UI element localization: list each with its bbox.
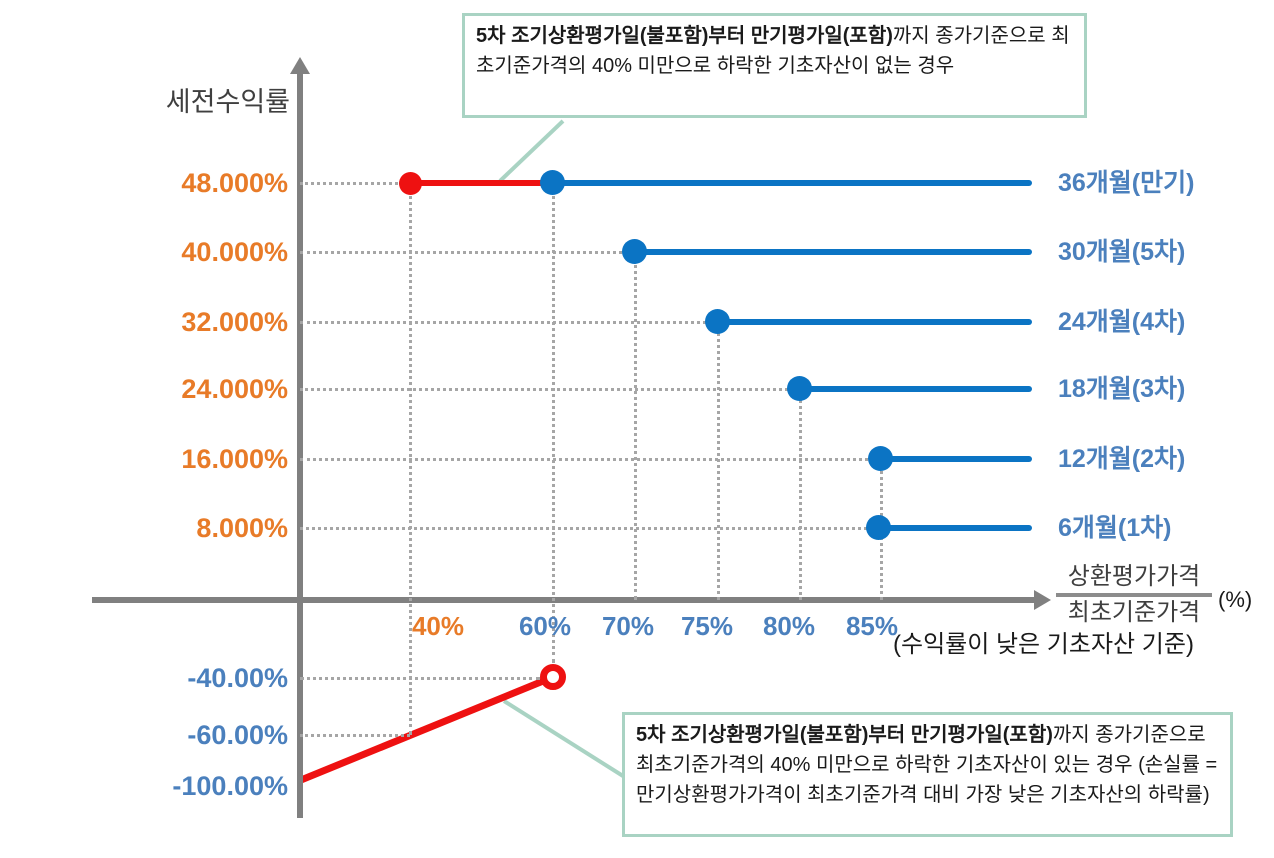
payoff-line-2nd: [881, 456, 1032, 462]
gridline-v-40pct: [409, 183, 412, 735]
gridline-h-8: [300, 527, 879, 530]
gridline-v-70pct: [634, 252, 637, 600]
x-axis-note: (수익률이 낮은 기초자산 기준): [893, 631, 1194, 658]
gridline-h-neg40: [300, 677, 540, 680]
payoff-line-5th: [635, 249, 1032, 255]
payoff-line-maturity: [553, 180, 1032, 186]
period-label-2nd: 12개월(2차): [1058, 445, 1186, 473]
payoff-line-1st: [879, 525, 1032, 531]
x-tick-80: 80%: [762, 611, 816, 641]
return-tick-neg60: -60.00%: [187, 720, 288, 750]
return-tick-40: 40.000%: [181, 237, 288, 267]
loss-line: [299, 673, 555, 784]
x-axis-arrow-icon: [1034, 590, 1051, 610]
y-axis-arrow-icon: [290, 57, 310, 74]
barrier-dot-maturity: [540, 170, 565, 195]
period-label-5th: 30개월(5차): [1058, 238, 1186, 266]
fraction-bar: [1056, 593, 1212, 597]
barrier-dot-1st: [866, 515, 891, 540]
y-axis-title: 세전수익률: [165, 87, 290, 117]
annotation-bottom-rest-text: 까지 종가기준으로 최초기준가격의 40% 미만으로 하락한 기초자산이 있는 …: [636, 724, 1218, 806]
maturity-red-segment: [410, 180, 553, 186]
x-axis: [92, 597, 1035, 603]
x-tick-85: 85%: [845, 611, 899, 641]
return-tick-48: 48.000%: [181, 168, 288, 198]
gridline-h-16: [300, 458, 881, 461]
x-axis-unit: (%): [1218, 587, 1253, 612]
gridline-h-40: [300, 251, 635, 254]
y-axis: [297, 72, 303, 818]
gridline-h-24: [300, 388, 800, 391]
barrier-dot-4th: [705, 309, 730, 334]
fraction-denominator: 최초기준가격: [1067, 599, 1201, 626]
annotation-top-rest-text: 까지 종가기준으로 최초기준가격의 40% 미만으로 하락한 기초자산이 없는 …: [476, 25, 1070, 77]
barrier-dot-3rd: [787, 376, 812, 401]
open-circle-loss-endpoint: [540, 664, 566, 690]
return-tick-32: 32.000%: [181, 307, 288, 337]
annotation-box-no-knock-in: 5차 조기상환평가일(불포함)부터 만기평가일(포함)까지 종가기준으로 최초기…: [462, 13, 1087, 118]
period-label-1st: 6개월(1차): [1058, 514, 1172, 542]
barrier-dot-2nd: [868, 446, 893, 471]
return-tick-neg100: -100.00%: [172, 771, 288, 801]
callout-line-top: [498, 119, 565, 183]
annotation-box-knock-in: 5차 조기상환평가일(불포함)부터 만기평가일(포함)까지 종가기준으로 최초기…: [622, 712, 1233, 837]
annotation-top-bold-text: 5차 조기상환평가일(불포함)부터 만기평가일(포함): [476, 25, 893, 47]
x-tick-75: 75%: [680, 611, 734, 641]
period-label-maturity: 36개월(만기): [1058, 169, 1195, 197]
x-tick-60: 60%: [518, 611, 572, 641]
return-tick-neg40: -40.00%: [187, 663, 288, 693]
annotation-bottom-bold-text: 5차 조기상환평가일(불포함)부터 만기평가일(포함): [636, 724, 1053, 746]
gridline-v-75pct: [717, 322, 720, 600]
x-tick-40: 40%: [411, 611, 465, 641]
gridline-h-neg60: [300, 734, 410, 737]
red-endpoint-40pct: [399, 172, 422, 195]
gridline-v-80pct: [799, 389, 802, 600]
gridline-v-60pct: [552, 183, 555, 663]
period-label-3rd: 18개월(3차): [1058, 375, 1186, 403]
x-axis-fraction-label: 상환평가가격 최초기준가격: [1056, 563, 1212, 627]
fraction-numerator: 상환평가가격: [1067, 563, 1201, 590]
callout-line-bottom: [502, 699, 625, 778]
payoff-line-3rd: [800, 386, 1032, 392]
barrier-dot-5th: [622, 239, 647, 264]
period-label-4th: 24개월(4차): [1058, 308, 1186, 336]
return-tick-16: 16.000%: [181, 444, 288, 474]
return-tick-8: 8.000%: [196, 513, 288, 543]
gridline-h-32: [300, 321, 718, 324]
return-tick-24: 24.000%: [181, 374, 288, 404]
x-tick-70: 70%: [601, 611, 655, 641]
payoff-line-4th: [718, 319, 1032, 325]
